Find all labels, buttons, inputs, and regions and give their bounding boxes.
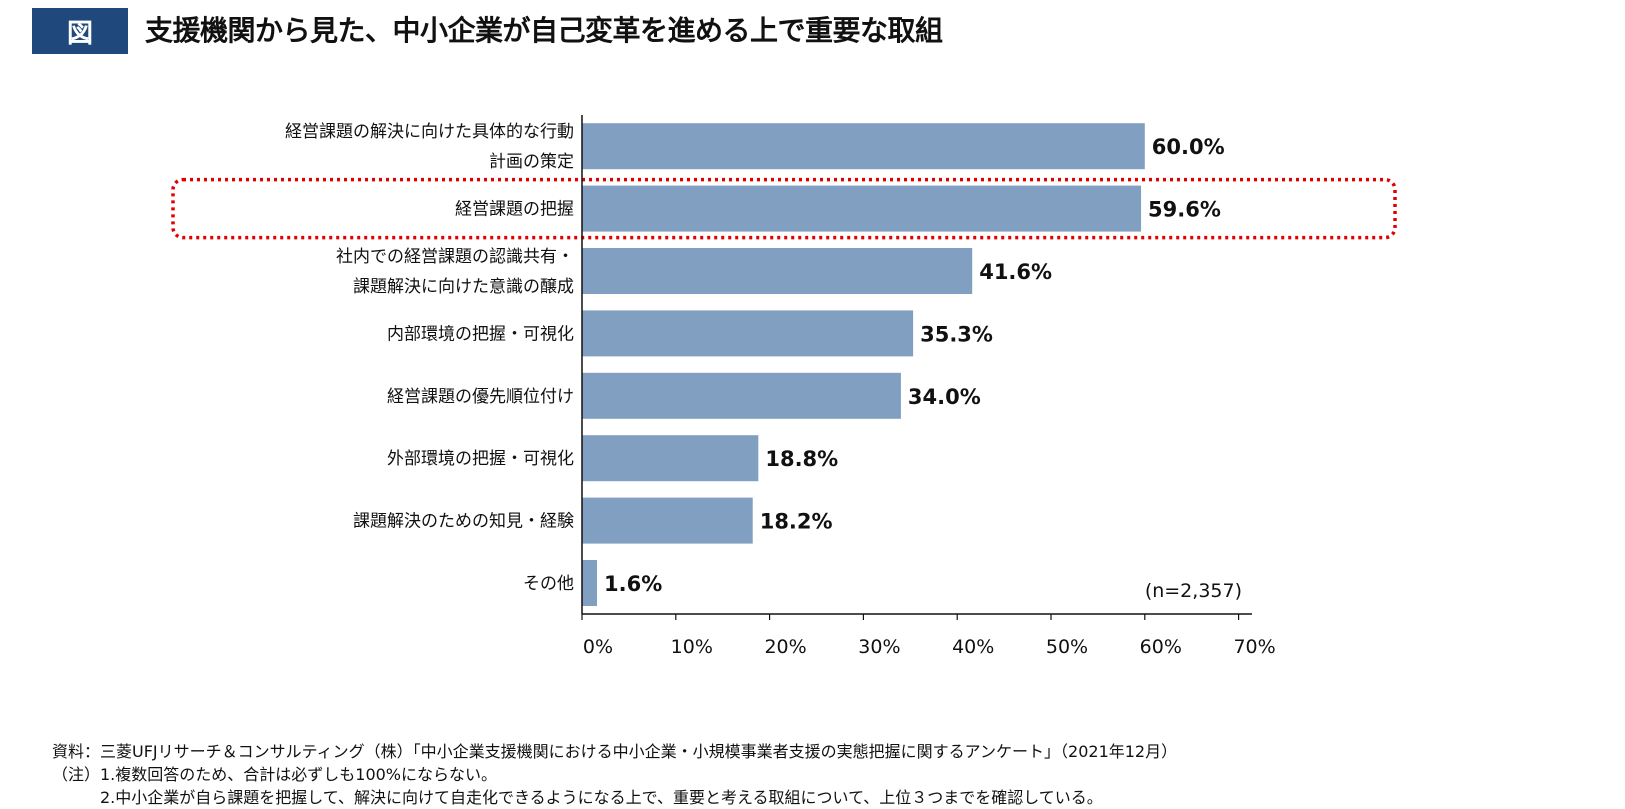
highlight-box <box>171 177 1397 240</box>
category-label: 課題解決に向けた意識の醸成 <box>353 277 574 297</box>
data-label: 59.6% <box>1148 198 1221 222</box>
data-label: 35.3% <box>920 322 993 346</box>
data-label: 1.6% <box>604 572 662 596</box>
chart-title: 支援機関から見た、中小企業が自己変革を進める上で重要な取組 <box>145 14 943 47</box>
source-note: 資料：三菱UFJリサーチ＆コンサルティング（株）「中小企業支援機関における中小企… <box>52 742 1178 761</box>
x-tick-label: 20% <box>764 636 806 658</box>
data-label: 18.2% <box>760 510 833 534</box>
data-label: 41.6% <box>979 260 1052 284</box>
note-1: （注）1.複数回答のため、合計は必ずしも100%にならない。 <box>52 765 498 784</box>
category-label: その他 <box>523 574 574 594</box>
bar <box>582 185 1142 232</box>
x-tick-label: 70% <box>1233 636 1275 658</box>
category-label: 経営課題の把握 <box>455 200 574 220</box>
category-label: 経営課題の解決に向けた具体的な行動 <box>285 122 574 142</box>
x-tick-label: 50% <box>1046 636 1088 658</box>
data-label: 34.0% <box>908 385 981 409</box>
category-label: 課題解決のための知見・経験 <box>353 512 574 532</box>
footer-notes: 資料：三菱UFJリサーチ＆コンサルティング（株）「中小企業支援機関における中小企… <box>52 740 1177 809</box>
sample-size-annotation: (n=2,357) <box>1145 580 1242 602</box>
bar <box>582 372 901 419</box>
x-tick-label: 10% <box>671 636 713 658</box>
x-tick-label: 40% <box>952 636 994 658</box>
category-label: 内部環境の把握・可視化 <box>387 324 574 344</box>
bar <box>582 560 598 606</box>
x-tick-label: 30% <box>858 636 900 658</box>
category-label: 経営課題の優先順位付け <box>387 387 574 407</box>
category-label: 社内での経営課題の認識共有・ <box>336 247 574 267</box>
bar <box>582 497 753 544</box>
data-label: 60.0% <box>1152 135 1225 159</box>
category-label: 計画の策定 <box>489 152 574 172</box>
data-label: 18.8% <box>765 447 838 471</box>
bar <box>582 310 914 357</box>
x-tick-label: 60% <box>1140 636 1182 658</box>
category-label: 外部環境の把握・可視化 <box>387 449 574 469</box>
figure-badge: 図 <box>32 8 128 54</box>
x-tick-label: 0% <box>583 636 613 658</box>
note-2: 2.中小企業が自ら課題を把握して、解決に向けて自走化できるようになる上で、重要と… <box>52 788 1103 807</box>
bar <box>582 123 1145 170</box>
bar <box>582 435 759 482</box>
bar <box>582 248 973 294</box>
